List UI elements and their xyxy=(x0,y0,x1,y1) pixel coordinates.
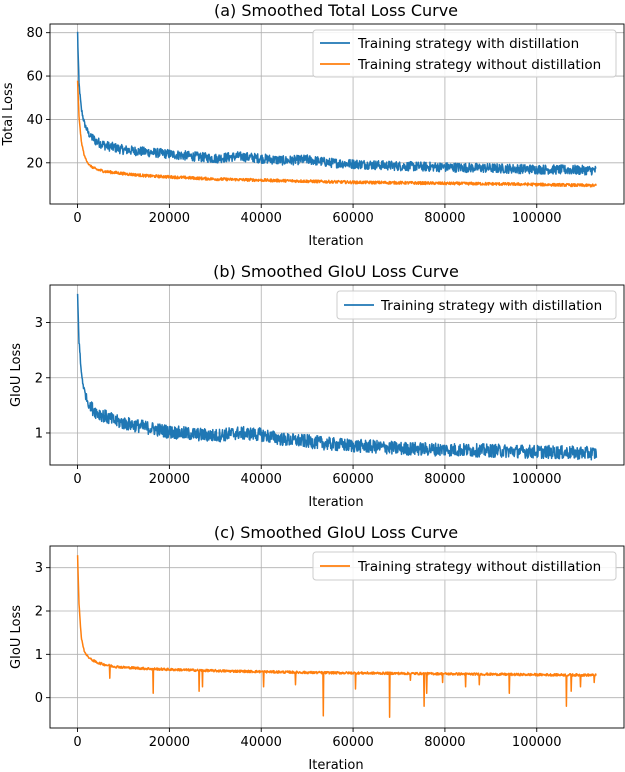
panel-b-ticks: 0 20000 40000 60000 80000 100000 1 2 3 xyxy=(35,316,562,487)
panel-a-frame xyxy=(49,23,625,205)
panel-c-xtick-label-20000: 20000 xyxy=(149,735,190,750)
panel-a-ylabel: Total Loss xyxy=(1,82,16,146)
panel-b-ytick-label-3: 3 xyxy=(35,316,43,331)
panel-a-legend-label-with-distillation: Training strategy with distillation xyxy=(357,36,579,52)
panel-b-ylabel: GIoU Loss xyxy=(9,343,24,407)
panel-a-series-without-distillation xyxy=(76,80,597,188)
panel-b-legend-box xyxy=(336,290,617,320)
panel-b-title: (b) Smoothed GIoU Loss Curve xyxy=(213,262,459,281)
panel-a-xtick-label-40000: 40000 xyxy=(241,211,282,226)
panel-c-legend-label-without-distillation: Training strategy without distillation xyxy=(357,559,601,575)
panel-c: (c) Smoothed GIoU Loss Curve 0 20000 40000… xyxy=(9,523,625,772)
panel-c-series-without-distillation xyxy=(76,555,597,718)
panel-a-xtick-label-60000: 60000 xyxy=(332,211,373,226)
panel-b-ytick-label-2: 2 xyxy=(35,371,43,386)
panel-c-xtick-label-100000: 100000 xyxy=(512,735,562,750)
panel-a-xtick-label-100000: 100000 xyxy=(512,211,562,226)
panel-a-ytick-label-80: 80 xyxy=(26,26,43,41)
panel-a-ytick-label-60: 60 xyxy=(26,70,43,85)
panel-c-ytick-label-1: 1 xyxy=(35,648,43,663)
panel-c-xlabel: Iteration xyxy=(308,758,363,772)
panel-b-legend: Training strategy with distillation xyxy=(336,290,617,320)
panel-c-legend: Training strategy without distillation xyxy=(312,551,617,581)
panel-c-ytick-label-0: 0 xyxy=(35,691,43,706)
panel-c-frame xyxy=(49,545,625,729)
panel-a-xlabel: Iteration xyxy=(308,234,363,249)
panel-c-ytick-label-3: 3 xyxy=(35,561,43,576)
panel-b-xtick-label-60000: 60000 xyxy=(332,472,373,487)
panel-a-xtick-label-80000: 80000 xyxy=(424,211,465,226)
panel-b-xtick-label-20000: 20000 xyxy=(149,472,190,487)
panel-c-xtick-label-40000: 40000 xyxy=(241,735,282,750)
panel-a-xtick-label-0: 0 xyxy=(73,211,81,226)
panel-a-xtick-label-20000: 20000 xyxy=(149,211,190,226)
panel-b-xtick-label-80000: 80000 xyxy=(424,472,465,487)
panel-c-title: (c) Smoothed GIoU Loss Curve xyxy=(214,523,458,542)
panel-b-frame xyxy=(49,284,625,466)
panel-a-series-group xyxy=(76,31,597,188)
panel-a-ticks: 0 20000 40000 60000 80000 100000 20 40 60 80 xyxy=(26,26,561,226)
panel-b-legend-label-with-distillation: Training strategy with distillation xyxy=(380,298,602,314)
panel-c-series-group xyxy=(76,555,597,718)
panel-a-legend-box xyxy=(312,29,617,78)
panel-a-ytick-label-40: 40 xyxy=(26,113,43,128)
panel-b-xtick-label-100000: 100000 xyxy=(512,472,562,487)
panel-b-series-group xyxy=(76,293,598,461)
panel-a-legend-label-without-distillation: Training strategy without distillation xyxy=(357,57,601,73)
panel-c-xtick-label-0: 0 xyxy=(73,735,81,750)
panel-b-ytick-label-1: 1 xyxy=(35,426,43,441)
panel-c-ticks: 0 20000 40000 60000 80000 100000 0 1 2 3 xyxy=(35,561,562,750)
panel-b: (b) Smoothed GIoU Loss Curve 0 20000 40000… xyxy=(9,262,625,510)
panel-b-xlabel: Iteration xyxy=(308,495,363,510)
panel-b-xtick-label-0: 0 xyxy=(73,472,81,487)
panel-c-ytick-label-2: 2 xyxy=(35,605,43,620)
panel-a-ytick-label-20: 20 xyxy=(26,156,43,171)
panel-c-legend-box xyxy=(312,551,617,581)
panel-a-title: (a) Smoothed Total Loss Curve xyxy=(214,1,458,20)
panel-b-xtick-label-40000: 40000 xyxy=(241,472,282,487)
panel-a-legend: Training strategy with distillation Trai… xyxy=(312,29,617,78)
panel-c-ylabel: GIoU Loss xyxy=(9,605,24,669)
panel-a: (a) Smoothed Total Loss Curve 0 20000 4000… xyxy=(1,1,625,249)
panel-a-series-with-distillation xyxy=(76,31,597,176)
panel-c-xtick-label-80000: 80000 xyxy=(424,735,465,750)
panel-c-xtick-label-60000: 60000 xyxy=(332,735,373,750)
panel-b-series-with-distillation xyxy=(76,293,598,461)
